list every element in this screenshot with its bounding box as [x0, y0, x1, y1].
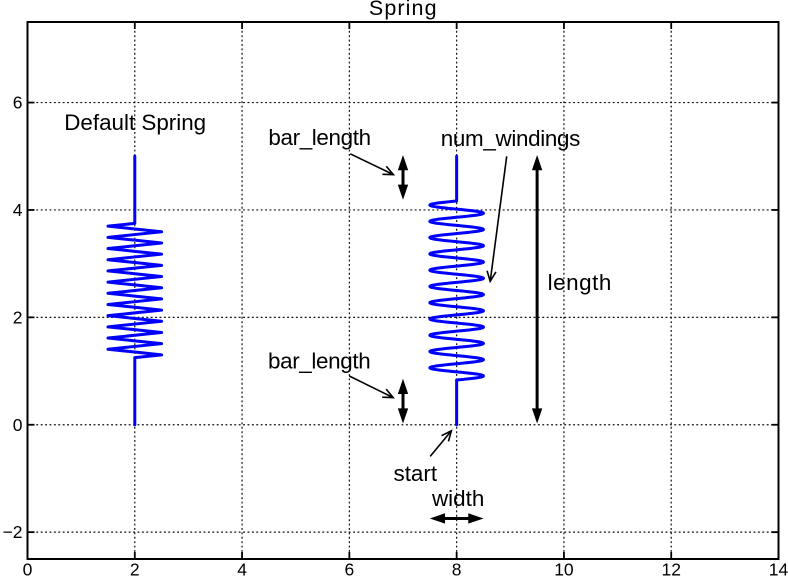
svg-text:0: 0: [23, 560, 33, 577]
svg-text:6: 6: [13, 93, 23, 113]
svg-text:8: 8: [452, 560, 462, 577]
svg-text:6: 6: [344, 560, 354, 577]
svg-text:Default Spring: Default Spring: [64, 110, 206, 135]
svg-text:bar_length: bar_length: [268, 125, 370, 150]
svg-text:width: width: [431, 486, 484, 511]
svg-text:14: 14: [769, 560, 788, 577]
svg-text:2: 2: [13, 307, 23, 327]
svg-text:10: 10: [554, 560, 574, 577]
svg-text:length: length: [548, 270, 612, 295]
svg-text:12: 12: [661, 560, 680, 577]
svg-text:2: 2: [130, 560, 140, 577]
svg-text:−2: −2: [3, 522, 23, 542]
svg-text:4: 4: [237, 560, 247, 577]
svg-text:4: 4: [13, 200, 23, 220]
svg-text:bar_length: bar_length: [268, 348, 370, 373]
svg-text:start: start: [394, 461, 438, 486]
svg-text:Spring: Spring: [369, 0, 438, 20]
svg-text:num_windings: num_windings: [441, 126, 580, 151]
svg-text:0: 0: [13, 415, 23, 435]
